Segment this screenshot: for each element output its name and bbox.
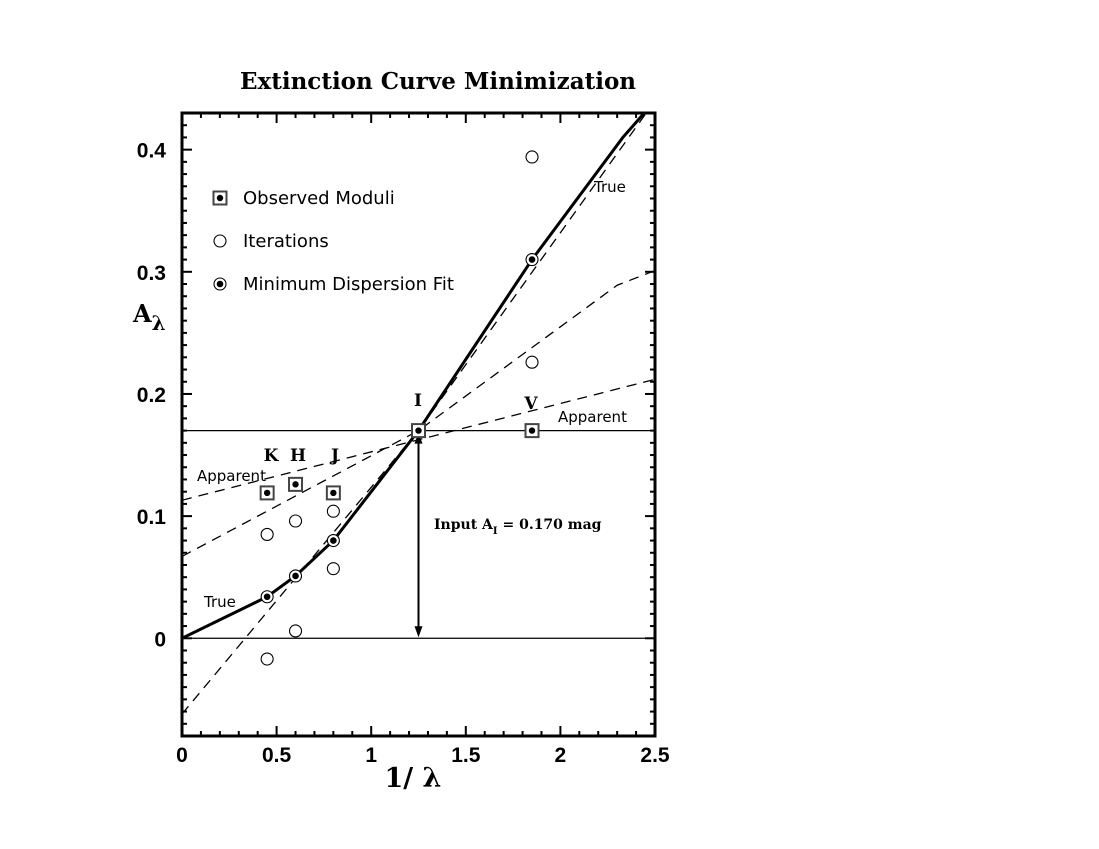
legend-marker-observed-dot bbox=[216, 194, 224, 202]
observed-modulus-point-dot bbox=[330, 489, 337, 497]
min-dispersion-point-dot bbox=[263, 593, 271, 601]
iteration-point bbox=[260, 527, 274, 541]
observed-modulus-point-dot bbox=[528, 427, 536, 434]
iteration-point bbox=[525, 355, 539, 369]
legend-marker-min-dispersion-dot bbox=[216, 280, 224, 288]
x-tick-label: 0.5 bbox=[262, 744, 292, 767]
y-tick-label: 0 bbox=[154, 628, 166, 651]
iteration-point bbox=[288, 514, 303, 528]
chart-title: Extinction Curve Minimization bbox=[240, 68, 636, 95]
x-tick-label: 0 bbox=[176, 744, 188, 767]
min-dispersion-point-dot bbox=[292, 572, 299, 580]
legend-label: Iterations bbox=[243, 231, 329, 252]
dashed-fit-line bbox=[182, 113, 648, 715]
iteration-point bbox=[326, 562, 340, 576]
legend-label: Observed Moduli bbox=[243, 188, 395, 209]
y-tick-label: 0.3 bbox=[137, 262, 166, 285]
x-tick-label: 1 bbox=[365, 744, 377, 767]
min-dispersion-point-dot bbox=[330, 537, 337, 544]
apparent-label-right: Apparent bbox=[558, 408, 627, 426]
x-tick-label: 2.5 bbox=[640, 744, 670, 767]
legend: Observed Moduli Iterations Minimum Dispers… bbox=[212, 188, 454, 295]
x-tick-label: 1.5 bbox=[451, 744, 481, 767]
observed-modulus-point-dot bbox=[415, 427, 422, 434]
plot-markers bbox=[259, 150, 540, 666]
band-label-V: V bbox=[523, 394, 538, 414]
y-axis: 0 0.1 0.2 0.3 0.4 bbox=[137, 112, 655, 737]
input-annotation: Input AI = 0.170 mag bbox=[434, 517, 602, 537]
iteration-point bbox=[288, 624, 303, 638]
plot-labels: K H J I V True True Apparent Apparent Input AI = … bbox=[197, 178, 627, 611]
iteration-point bbox=[260, 652, 274, 666]
iteration-point bbox=[326, 504, 340, 518]
x-axis: 0 0.5 1 1.5 2 2.5 bbox=[176, 113, 670, 767]
legend-label: Minimum Dispersion Fit bbox=[243, 274, 454, 295]
input-arrow-head-bottom bbox=[414, 626, 423, 638]
plot-frame bbox=[180, 111, 657, 738]
true-label-upper: True bbox=[593, 178, 626, 196]
plot-border bbox=[180, 111, 657, 738]
apparent-label-left: Apparent bbox=[197, 467, 266, 485]
band-label-J: J bbox=[329, 446, 339, 466]
legend-marker-iterations bbox=[213, 234, 227, 248]
iteration-point bbox=[525, 150, 539, 164]
band-label-K: K bbox=[264, 446, 280, 466]
y-tick-label: 0.2 bbox=[137, 384, 166, 407]
dashed-fit-line bbox=[182, 269, 655, 558]
band-label-H: H bbox=[290, 446, 306, 466]
x-axis-label: 1/ λ bbox=[385, 763, 442, 794]
y-tick-label: 0.4 bbox=[137, 140, 167, 163]
observed-modulus-point-dot bbox=[263, 489, 271, 497]
y-axis-label: Aλ bbox=[132, 299, 166, 335]
x-tick-label: 2 bbox=[555, 744, 567, 767]
band-label-I: I bbox=[414, 391, 422, 411]
min-dispersion-point-dot bbox=[528, 256, 536, 263]
true-label-lower: True bbox=[203, 593, 236, 611]
observed-modulus-point-dot bbox=[292, 481, 299, 488]
y-tick-label: 0.1 bbox=[137, 506, 167, 529]
